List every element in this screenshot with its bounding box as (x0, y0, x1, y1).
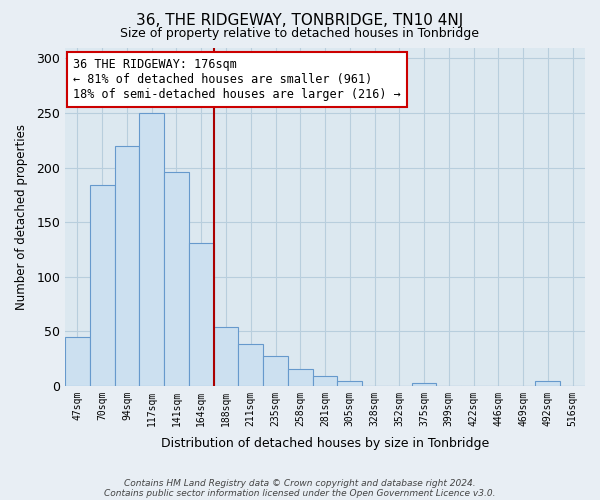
X-axis label: Distribution of detached houses by size in Tonbridge: Distribution of detached houses by size … (161, 437, 489, 450)
Text: 36, THE RIDGEWAY, TONBRIDGE, TN10 4NJ: 36, THE RIDGEWAY, TONBRIDGE, TN10 4NJ (136, 12, 464, 28)
Bar (535, 382, 560, 386)
Bar (238, 344, 263, 386)
Text: Contains public sector information licensed under the Open Government Licence v3: Contains public sector information licen… (104, 488, 496, 498)
Bar (164, 172, 189, 386)
Bar (263, 356, 288, 386)
Bar (189, 243, 214, 386)
Bar (214, 327, 238, 386)
Bar (90, 185, 115, 386)
Bar (337, 382, 362, 386)
Y-axis label: Number of detached properties: Number of detached properties (15, 124, 28, 310)
Bar (139, 113, 164, 386)
Bar (288, 370, 313, 386)
Text: 36 THE RIDGEWAY: 176sqm
← 81% of detached houses are smaller (961)
18% of semi-d: 36 THE RIDGEWAY: 176sqm ← 81% of detache… (73, 58, 401, 100)
Text: Contains HM Land Registry data © Crown copyright and database right 2024.: Contains HM Land Registry data © Crown c… (124, 478, 476, 488)
Bar (313, 376, 337, 386)
Bar (65, 336, 90, 386)
Bar (412, 382, 436, 386)
Text: Size of property relative to detached houses in Tonbridge: Size of property relative to detached ho… (121, 28, 479, 40)
Bar (115, 146, 139, 386)
